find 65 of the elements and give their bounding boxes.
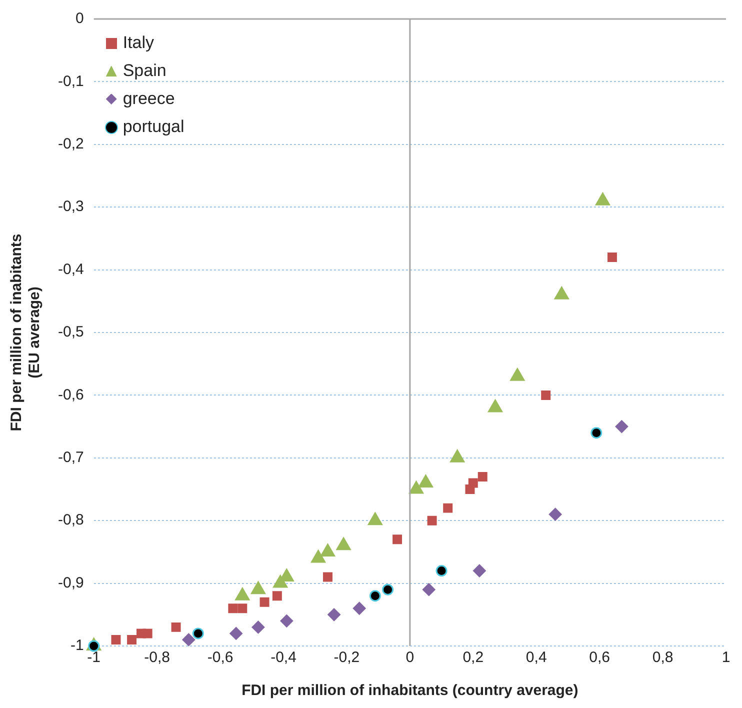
- x-tick-label: 0: [406, 649, 414, 666]
- point: [548, 508, 562, 521]
- x-tick-label: -0,4: [270, 649, 296, 666]
- x-tick-label: 1: [722, 649, 730, 666]
- point: [450, 449, 465, 462]
- point: [111, 634, 121, 644]
- x-tick-label: 0,8: [652, 649, 674, 666]
- point: [541, 390, 551, 400]
- point: [488, 399, 503, 412]
- point: [228, 604, 238, 614]
- point: [510, 368, 525, 381]
- point: [252, 620, 265, 634]
- point: [323, 572, 332, 582]
- point: [368, 512, 383, 526]
- point: [478, 472, 488, 482]
- point: [427, 516, 437, 526]
- point: [369, 590, 381, 602]
- point: [436, 565, 448, 577]
- y-tick-label: -0,5: [58, 324, 84, 341]
- point: [260, 597, 270, 607]
- point: [192, 628, 204, 640]
- y-tick-label: 0: [76, 10, 84, 28]
- y-tick-label: -0,2: [58, 136, 84, 153]
- x-tick-label: -0,6: [207, 649, 234, 666]
- point: [472, 564, 486, 578]
- point: [171, 622, 181, 632]
- point: [272, 591, 282, 601]
- x-tick-label: -0,2: [334, 649, 360, 666]
- y-tick-label: -0,6: [58, 386, 84, 404]
- x-axis-title: FDI per million of inhabitants (country average): [242, 682, 578, 700]
- point: [382, 584, 394, 596]
- y-tick-label: -0,7: [58, 449, 84, 466]
- point: [280, 614, 294, 628]
- point: [590, 427, 602, 439]
- point: [595, 192, 610, 206]
- point: [328, 608, 341, 622]
- point: [127, 634, 137, 644]
- point: [142, 628, 152, 638]
- point: [422, 583, 436, 596]
- x-tick-label: 0,4: [526, 649, 547, 666]
- x-tick-label: 0,6: [589, 649, 610, 666]
- y-tick-label: -1: [70, 637, 84, 654]
- point: [554, 286, 570, 300]
- legend-label: Spain: [122, 61, 166, 81]
- point: [443, 503, 453, 513]
- y-tick-label: -0,1: [58, 72, 84, 90]
- x-tick-label: -0,8: [144, 649, 170, 666]
- legend-label: portugal: [122, 117, 184, 137]
- point: [615, 420, 628, 434]
- point: [352, 602, 366, 615]
- y-tick-label: -0,4: [58, 260, 84, 278]
- point: [392, 534, 402, 544]
- point: [468, 478, 478, 488]
- legend-label: greece: [122, 89, 175, 109]
- y-axis-title: FDI per million of inabitants (EU average): [8, 234, 44, 432]
- y-tick-label: -0,8: [58, 512, 84, 529]
- x-tick-label: 0,2: [462, 649, 484, 666]
- y-tick-label: -0,3: [58, 198, 84, 216]
- legend-label: Italy: [122, 33, 154, 53]
- x-tick-label: -1: [87, 649, 101, 666]
- point: [182, 633, 196, 646]
- point: [230, 626, 243, 640]
- point: [238, 604, 248, 614]
- point: [408, 480, 424, 494]
- y-tick-label: -0,9: [58, 574, 84, 592]
